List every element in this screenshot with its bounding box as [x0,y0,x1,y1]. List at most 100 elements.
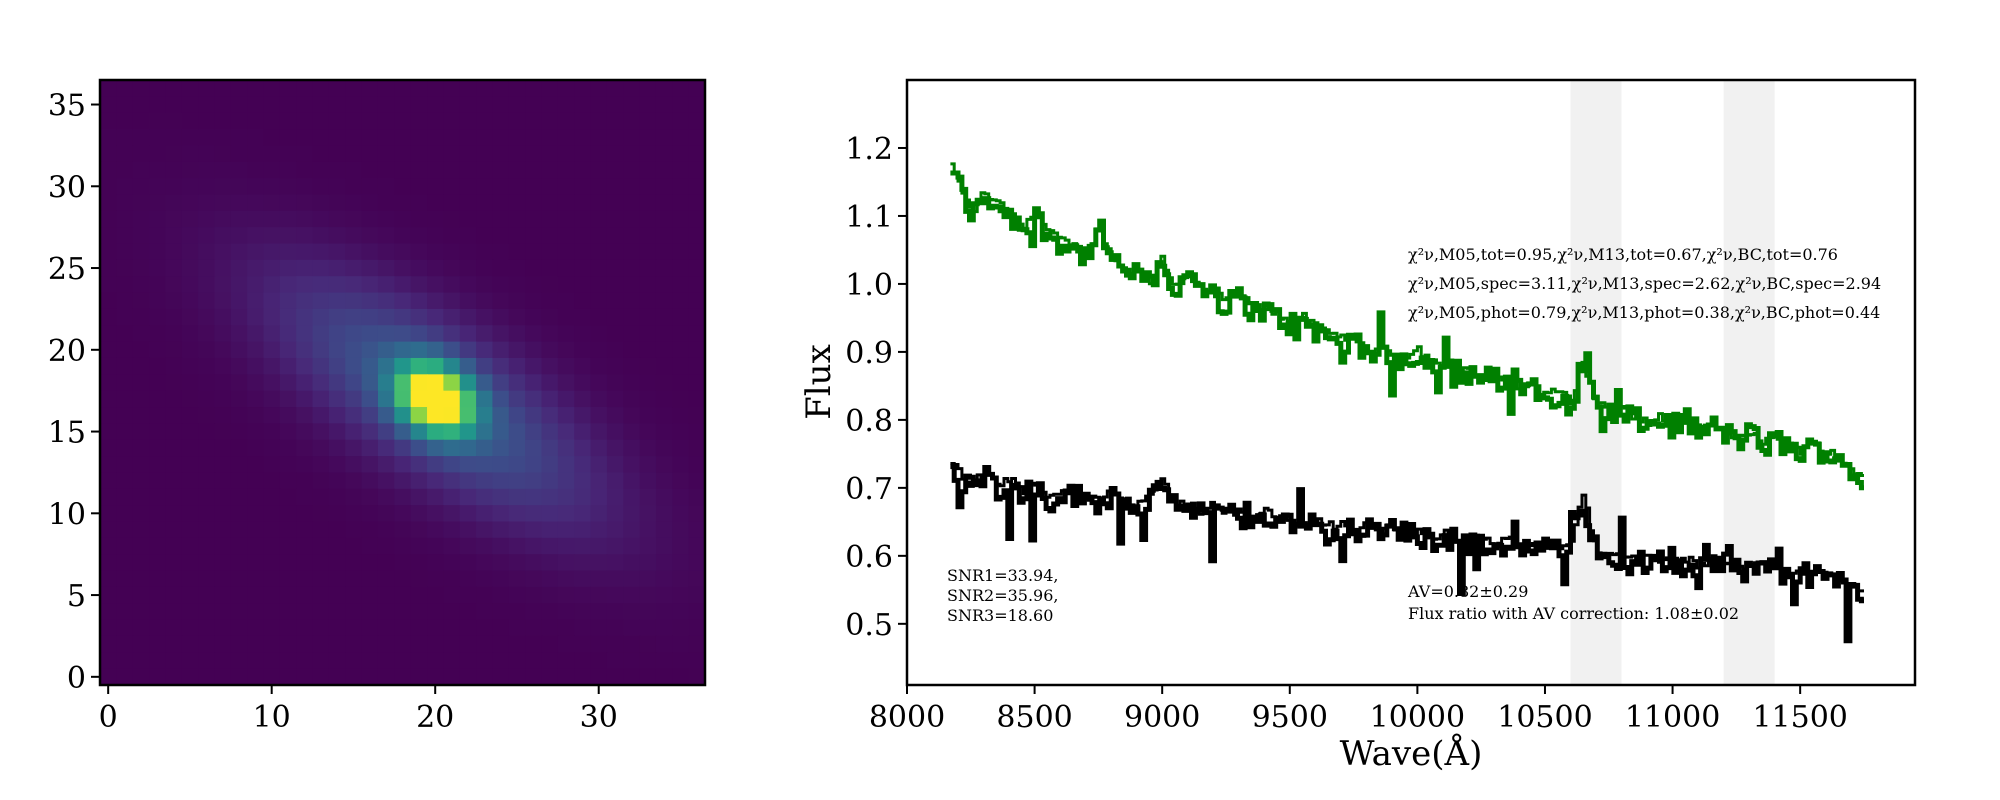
heatmap-cell [606,259,624,277]
heatmap-cell [345,668,363,686]
heatmap-cell [574,276,592,294]
heatmap-cell [149,145,167,163]
heatmap-cell [149,292,167,310]
heatmap-cell [100,619,117,637]
heatmap-cell [623,129,641,147]
heatmap-cell [606,374,624,392]
heatmap-cell [541,439,559,457]
heatmap-cell [214,668,232,686]
heatmap-cell [377,668,395,686]
heatmap-cell [345,308,363,326]
heatmap-cell [377,341,395,359]
heatmap-cell [606,357,624,375]
heatmap-cell [590,537,608,555]
heatmap-cell [508,80,526,97]
heatmap-cell [312,341,330,359]
heatmap-cell [606,210,624,228]
heatmap-cell [672,80,690,97]
heatmap-cell [410,554,428,572]
heatmap-cell [525,570,543,588]
heatmap-cell [132,390,150,408]
heatmap-cell [312,374,330,392]
heatmap-cell [525,472,543,490]
heatmap-cell [557,243,575,261]
heatmap-cell [198,161,216,179]
spectrum-x-tick-label: 10000 [1370,700,1465,735]
heatmap-cell [557,390,575,408]
heatmap-cell [590,635,608,653]
heatmap-cell [165,390,183,408]
heatmap-cell [525,112,543,130]
heatmap-cell [198,586,216,604]
heatmap-cell [492,292,510,310]
heatmap-cell [672,243,690,261]
heatmap-cell [623,472,641,490]
heatmap-cell [427,456,444,474]
heatmap-cell [606,635,624,653]
heatmap-cell [427,374,444,392]
heatmap-cell [312,292,330,310]
heatmap-cell [214,586,232,604]
heatmap-cell [606,243,624,261]
heatmap-cell [198,537,216,555]
heatmap-cell [574,325,592,343]
heatmap-cell [377,488,395,506]
heatmap-cell [476,570,494,588]
heatmap-cell [443,456,461,474]
heatmap-cell [639,505,657,523]
heatmap-cell [132,586,150,604]
heatmap-cell [410,390,428,408]
heatmap-cell [296,80,314,97]
heatmap-cell [394,243,412,261]
heatmap-cell [574,308,592,326]
heatmap-cell [688,652,706,670]
heatmap-cell [574,227,592,245]
heatmap-cell [132,194,150,212]
heatmap-cell [508,554,526,572]
heatmap-cell [459,194,477,212]
heatmap-cell [198,603,216,621]
heatmap-cell [672,505,690,523]
heatmap-cell [279,456,297,474]
heatmap-cell [508,259,526,277]
heatmap-cell [639,619,657,637]
heatmap-cell [443,308,461,326]
heatmap-cell [312,570,330,588]
heatmap-cell [100,407,117,424]
heatmap-cell [247,96,265,114]
heatmap-cell [214,341,232,359]
heatmap-cell [639,194,657,212]
heatmap-cell [655,407,673,424]
heatmap-cell [443,374,461,392]
shaded-bands [1570,80,1775,685]
heatmap-cell [459,521,477,539]
heatmap-cell [312,521,330,539]
heatmap-cell [361,603,379,621]
heatmap-cell [410,80,428,97]
heatmap-cell [574,374,592,392]
heatmap-cell [230,357,248,375]
heatmap-cell [541,488,559,506]
heatmap-cell [492,129,510,147]
heatmap-cell [394,407,412,424]
heatmap-cell [394,308,412,326]
heatmap-cell [100,210,117,228]
heatmap-cell [410,357,428,375]
heatmap-cell [361,112,379,130]
heatmap-cell [606,423,624,441]
heatmap-cell [590,194,608,212]
heatmap-cell [508,423,526,441]
heatmap-cell [296,194,314,212]
heatmap-cell [116,570,134,588]
heatmap-cell [198,635,216,653]
chi-spec-text: χ²ν,M05,spec=3.11,χ²ν,M13,spec=2.62,χ²ν,… [1408,274,1881,293]
heatmap-cell [296,472,314,490]
heatmap-cell [688,276,706,294]
heatmap-cell [132,96,150,114]
heatmap-cell [541,145,559,163]
heatmap-cell [655,210,673,228]
heatmap-cell [198,488,216,506]
heatmap-cell [296,652,314,670]
heatmap-cell [214,210,232,228]
heatmap-cell [149,308,167,326]
